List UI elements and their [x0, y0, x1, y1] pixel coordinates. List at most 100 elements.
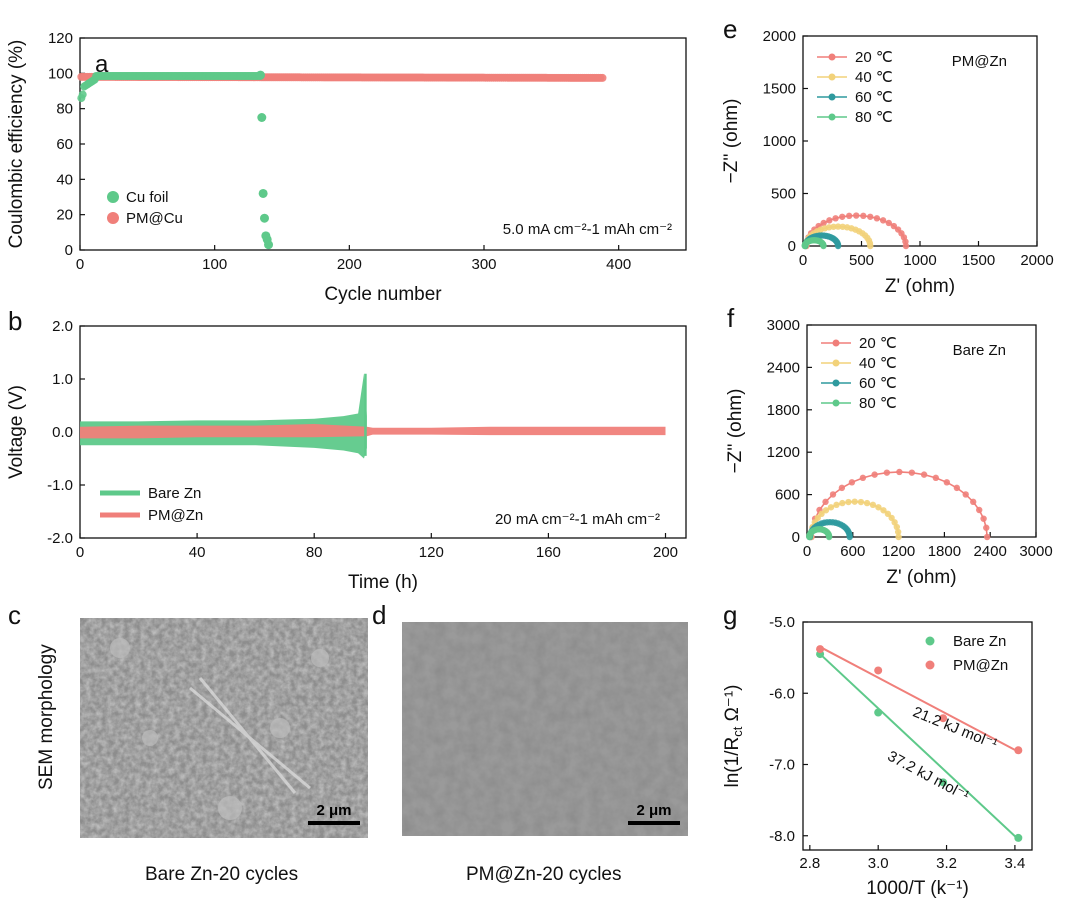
- panel-f-ytick-label: 2400: [767, 359, 800, 376]
- panel-f-series-0-point: [829, 491, 837, 498]
- panel-f-series-0-point: [883, 469, 891, 476]
- panel-e-series-0-point: [879, 217, 887, 224]
- panel-g-point-1: [816, 645, 825, 654]
- panel-b-ytick-label: 2.0: [52, 318, 73, 335]
- scale-bar-d: 2 μm: [628, 802, 680, 825]
- panel-e-xtick-label: 2000: [1020, 252, 1053, 269]
- panel-f-series-1-point: [822, 507, 830, 514]
- panel-f-series-1-point: [875, 504, 882, 511]
- panel-a-ytick-label: 60: [56, 136, 73, 153]
- panel-f-ytick-label: 1800: [767, 402, 800, 419]
- panel-f-series-1-point: [827, 504, 835, 511]
- panel-f-series-0-point: [970, 498, 977, 506]
- panel-g-legend-marker-1: [925, 660, 935, 670]
- panel-g-xtick-label: 2.8: [799, 855, 820, 872]
- panel-b-ytick-label: 1.0: [52, 371, 73, 388]
- panel-g-point-1: [1014, 746, 1023, 755]
- panel-f-series-1-point: [839, 499, 846, 507]
- panel-a-ytick-label: 20: [56, 207, 73, 224]
- panel-f-series-1-point: [880, 507, 887, 514]
- panel-g-xtick-label: 3.2: [936, 855, 957, 872]
- panel-b-xtick-label: 40: [189, 544, 206, 561]
- panel-letter-c: c: [8, 600, 21, 630]
- panel-f-xtick-label: 600: [840, 543, 865, 560]
- legend-label-0: Cu foil: [126, 189, 169, 206]
- panel-e-legend-marker-0: [828, 53, 836, 61]
- panel-e-series-0-point: [902, 242, 910, 250]
- panel-f-series-0-point: [980, 515, 987, 522]
- panel-f-ytick-label: 3000: [767, 317, 800, 334]
- panel-a-xlabel: Cycle number: [324, 284, 442, 305]
- panel-f-plot-frame: [806, 324, 1037, 538]
- legend-label-b-1: PM@Zn: [148, 507, 203, 524]
- panel-b-xtick-label: 160: [536, 544, 561, 561]
- panel-e-series-0-point: [885, 219, 892, 227]
- panel-e-legend-label-2: 60 ℃: [855, 89, 893, 106]
- panel-g-legend-label-0: Bare Zn: [953, 633, 1006, 650]
- panel-e-ytick-label: 1000: [763, 133, 796, 150]
- panel-b-ytick-label: -1.0: [47, 477, 73, 494]
- series-cu-foil-point: [78, 90, 87, 99]
- panel-b-ytick-label: 0.0: [52, 424, 73, 441]
- panel-a-annotation: 5.0 mA cm⁻²-1 mAh cm⁻²: [503, 221, 672, 238]
- panel-f-legend-label-3: 80 ℃: [859, 395, 897, 412]
- series-cu-foil-point: [255, 70, 265, 80]
- panel-a-ytick-label: 0: [65, 242, 73, 259]
- panel-g-legend-marker-0: [925, 636, 935, 646]
- panel-f-series-1-point: [884, 510, 892, 518]
- panel-e-xtick-label: 0: [799, 252, 807, 269]
- panel-e-legend-label-1: 40 ℃: [855, 69, 893, 86]
- panel-e-series-0-point: [845, 212, 853, 220]
- panel-e-legend-marker-2: [828, 93, 836, 101]
- sem-image-bare-zn: 2 μm: [80, 618, 368, 838]
- panel-letter-b: b: [8, 306, 22, 336]
- panel-f-series-1-point: [895, 533, 902, 541]
- panel-e-series-0-point: [820, 219, 827, 227]
- panel-g-ytick-label: -7.0: [769, 757, 795, 774]
- panel-e-legend-marker-3: [828, 113, 836, 121]
- series-bare-zn-band: [80, 373, 367, 459]
- panel-g-fit-0: [819, 653, 1020, 841]
- panel-f-series-0-point: [976, 506, 983, 514]
- panel-f-series-1-point: [857, 498, 865, 506]
- panel-g-xtick-label: 3.4: [1004, 855, 1025, 872]
- panel-f-series-0-point: [962, 491, 969, 498]
- panel-f-series-2-point: [846, 533, 853, 541]
- panel-g-label-pm: 21.2 kJ mol⁻¹: [910, 704, 999, 753]
- sem-image-pm-zn: 2 μm: [402, 622, 688, 836]
- panel-g-letter: g: [723, 600, 737, 630]
- panel-e-xlabel: Z' (ohm): [885, 276, 955, 297]
- series-cu-foil-point: [264, 240, 274, 250]
- panel-f-ytick-label: 600: [775, 487, 800, 504]
- series-cu-foil-point: [257, 113, 267, 122]
- panel-g-point-0: [1014, 833, 1023, 842]
- panel-f-series-0-point: [848, 479, 856, 486]
- scale-bar-c-label: 2 μm: [316, 802, 352, 819]
- panel-e-series-0-point: [867, 213, 874, 220]
- scale-bar-d-line: [628, 821, 680, 825]
- panel-g-xlabel: 1000/T (k⁻¹): [866, 878, 969, 899]
- panel-a-xtick-label: 0: [76, 256, 84, 273]
- panel-a-ytick-label: 80: [56, 101, 73, 118]
- panel-f-series-0-point: [983, 524, 990, 531]
- panel-f-series-1-point: [818, 510, 825, 518]
- panel-f-legend-label-1: 40 ℃: [859, 355, 897, 372]
- panel-f-series-0-point: [932, 474, 940, 482]
- panel-b-ytick-label: -2.0: [47, 530, 73, 547]
- panel-a-ytick-label: 40: [56, 171, 73, 188]
- scale-bar-d-label: 2 μm: [636, 802, 672, 819]
- panel-f-series-1-point: [893, 523, 901, 531]
- panel-e-series-0-point: [890, 222, 898, 230]
- series-cu-foil-point: [258, 188, 268, 198]
- legend-marker-1: [107, 212, 119, 224]
- panel-letter-d: d: [372, 600, 387, 630]
- panel-f-series-0-point: [896, 468, 903, 476]
- panel-e-xtick-label: 1000: [903, 252, 936, 269]
- legend-label-b-0: Bare Zn: [148, 485, 201, 502]
- panel-b-ylabel: Voltage (V): [6, 385, 27, 479]
- panel-f-series-0-point: [871, 471, 878, 478]
- panel-f-xtick-label: 3000: [1019, 543, 1052, 560]
- panel-f-legend-marker-2: [832, 379, 840, 387]
- panel-f-legend-label-0: 20 ℃: [859, 335, 897, 352]
- panel-letter-a: a: [95, 51, 109, 78]
